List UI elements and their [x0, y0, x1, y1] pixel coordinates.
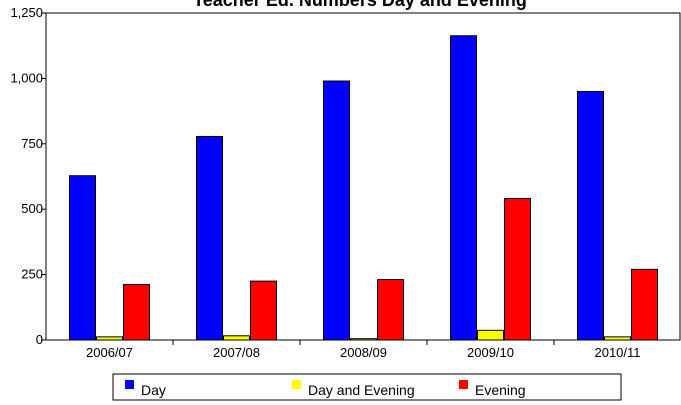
- bar-day: [323, 80, 350, 341]
- legend-swatch: [125, 380, 134, 389]
- bar-evening: [631, 268, 658, 341]
- legend-label: Evening: [475, 382, 526, 398]
- legend-swatch: [459, 380, 468, 389]
- bar-day: [577, 90, 604, 341]
- chart-title: Teacher Ed. Numbers Day and Evening: [193, 0, 527, 10]
- bar-evening: [123, 284, 150, 341]
- bar-day-and-evening: [604, 336, 631, 341]
- y-tick-label: 0: [36, 332, 43, 347]
- bar-evening: [504, 197, 531, 341]
- y-tick-label: 750: [21, 136, 43, 151]
- x-tick-label: 2006/07: [86, 345, 133, 360]
- x-tick-label: 2010/11: [594, 345, 640, 360]
- bar-day: [450, 35, 477, 341]
- bar-day-and-evening: [223, 335, 250, 341]
- bar-evening: [250, 280, 277, 341]
- x-tick-label: 2009/10: [467, 345, 514, 360]
- y-tick-label: 250: [21, 267, 43, 282]
- y-tick-label: 1,250: [10, 5, 43, 20]
- x-tick-label: 2008/09: [340, 345, 387, 360]
- legend-box: [112, 373, 622, 401]
- y-tick-label: 500: [21, 201, 43, 216]
- legend: Day Day and Evening Evening: [112, 373, 622, 401]
- bar-evening: [377, 279, 404, 341]
- x-tick-label: 2007/08: [213, 345, 260, 360]
- y-tick-label: 1,000: [10, 70, 43, 85]
- plot-area: 0 250 500 750 1,000 1,250 2006/07 2007/08 2008/0…: [10, 5, 681, 360]
- bar-day-and-evening: [96, 336, 123, 341]
- legend-label: Day and Evening: [308, 382, 415, 398]
- bar-day: [196, 135, 223, 341]
- legend-label: Day: [141, 382, 166, 398]
- bar-day-and-evening: [477, 329, 504, 341]
- bar-day: [69, 175, 96, 341]
- legend-swatch: [292, 380, 301, 389]
- bar-day-and-evening: [350, 338, 377, 341]
